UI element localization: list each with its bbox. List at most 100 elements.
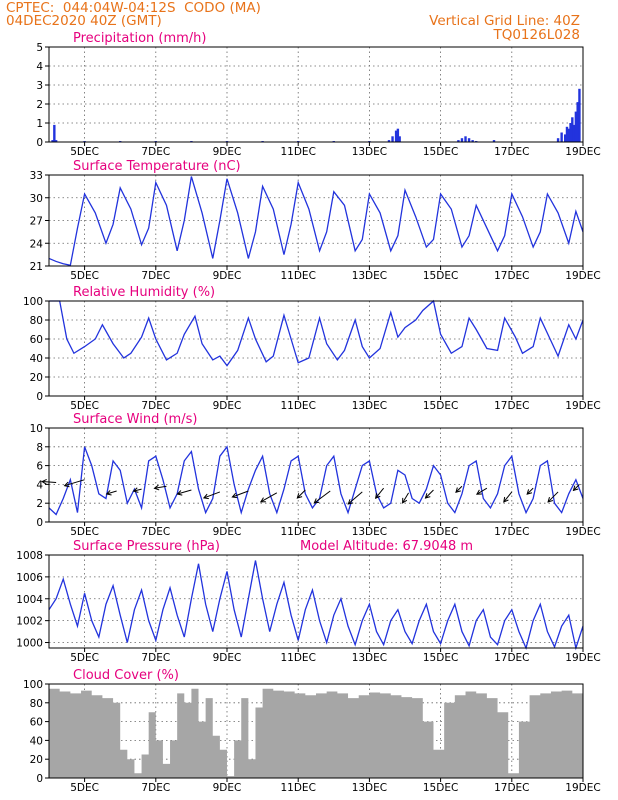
wind-arrow xyxy=(503,491,513,503)
y-tick-label: 0 xyxy=(36,391,43,403)
grid-line-label: Vertical Grid Line: 40Z xyxy=(429,13,580,29)
precip-bar xyxy=(457,140,460,142)
x-tick-label: 9DEC xyxy=(213,526,242,538)
y-tick-label: 24 xyxy=(30,238,44,250)
y-tick-label: 0 xyxy=(36,773,43,785)
precip-bar xyxy=(54,140,58,142)
x-tick-label: 13DEC xyxy=(352,270,387,282)
x-tick-label: 7DEC xyxy=(141,526,170,538)
precip-bar xyxy=(574,111,578,142)
y-tick-label: 100 xyxy=(23,296,43,308)
x-tick-label: 5DEC xyxy=(70,270,99,282)
x-tick-label: 5DEC xyxy=(70,400,99,412)
humidity-title: Relative Humidity (%) xyxy=(73,285,215,300)
model-altitude-label: Model Altitude: 67.9048 m xyxy=(300,539,473,554)
x-tick-label: 15DEC xyxy=(423,652,458,664)
precip-bar xyxy=(471,140,474,142)
precip-bar xyxy=(560,132,563,142)
x-tick-label: 19DEC xyxy=(565,400,600,412)
temperature-title: Surface Temperature (nC) xyxy=(73,159,241,174)
wind-panel: 0 2 4 6 8 10 5DEC 7DEC 9DEC 11DEC 13DEC 15DEC 17DEC 1… xyxy=(30,412,601,538)
x-tick-label: 17DEC xyxy=(494,782,529,794)
humidity-panel: 0 20 40 60 80 100 5DEC 7DEC 9DEC 11DEC 13DEC 15DEC 1… xyxy=(23,285,601,412)
x-tick-label: 19DEC xyxy=(565,652,600,664)
x-tick-label: 11DEC xyxy=(280,782,315,794)
x-tick-label: 11DEC xyxy=(280,652,315,664)
precip-bar xyxy=(464,136,467,142)
precip-bar xyxy=(396,128,400,142)
y-tick-label: 2 xyxy=(36,99,43,111)
x-tick-label: 17DEC xyxy=(494,652,529,664)
x-tick-label: 17DEC xyxy=(494,526,529,538)
y-tick-label: 1008 xyxy=(16,550,43,562)
wind-arrow xyxy=(231,490,249,499)
wind-arrow xyxy=(347,491,363,505)
x-tick-label: 15DEC xyxy=(423,782,458,794)
precip-bar xyxy=(492,140,496,142)
y-tick-label: 2 xyxy=(36,498,43,510)
pressure-series-line xyxy=(48,560,584,651)
wind-arrow xyxy=(132,487,142,493)
y-tick-label: 80 xyxy=(30,698,43,710)
y-tick-label: 30 xyxy=(30,193,43,205)
x-tick-label: 17DEC xyxy=(494,270,529,282)
y-tick-label: 20 xyxy=(30,754,43,766)
wind-arrow xyxy=(313,490,331,504)
precip-bar xyxy=(398,136,401,142)
precipitation-panel: 0 1 2 3 4 5 5DEC 7DEC 9DEC 11DEC 13DEC 15DEC 17DEC 19… xyxy=(36,31,600,158)
x-tick-label: 15DEC xyxy=(423,400,458,412)
y-tick-label: 5 xyxy=(36,42,43,54)
x-tick-label: 9DEC xyxy=(213,400,242,412)
y-tick-label: 0 xyxy=(36,517,43,529)
cloud-cover-panel: 0 20 40 60 80 100 5DEC 7DEC 9DEC 11DEC 13DEC 15DEC 1… xyxy=(23,668,601,794)
precip-bar xyxy=(51,140,54,142)
wind-series-line xyxy=(48,445,584,516)
x-tick-label: 5DEC xyxy=(70,652,99,664)
x-tick-label: 5DEC xyxy=(70,526,99,538)
x-tick-label: 13DEC xyxy=(352,652,387,664)
precip-bar xyxy=(576,102,579,142)
y-tick-label: 33 xyxy=(30,170,43,182)
x-tick-label: 9DEC xyxy=(213,652,242,664)
x-tick-label: 9DEC xyxy=(213,270,242,282)
x-tick-label: 13DEC xyxy=(352,146,387,158)
wind-arrow xyxy=(259,492,278,503)
y-tick-label: 100 xyxy=(23,679,43,691)
y-tick-label: 27 xyxy=(30,216,43,228)
precipitation-title: Precipitation (mm/h) xyxy=(73,31,206,46)
precip-bar xyxy=(571,117,574,142)
x-tick-label: 19DEC xyxy=(565,782,600,794)
y-tick-label: 1 xyxy=(36,118,43,130)
x-tick-label: 9DEC xyxy=(213,146,242,158)
y-tick-label: 60 xyxy=(30,334,43,346)
y-tick-label: 1002 xyxy=(16,616,43,628)
wind-arrow xyxy=(424,489,434,499)
plot-frame xyxy=(48,300,584,397)
y-tick-label: 1004 xyxy=(16,594,43,606)
temperature-series-line xyxy=(48,176,584,267)
x-tick-label: 17DEC xyxy=(494,146,529,158)
y-tick-label: 4 xyxy=(36,479,43,491)
wind-arrow xyxy=(374,487,385,499)
wind-title: Surface Wind (m/s) xyxy=(73,412,197,427)
wind-arrow xyxy=(202,491,221,500)
y-tick-label: 1000 xyxy=(16,638,43,650)
x-tick-label: 13DEC xyxy=(352,400,387,412)
y-tick-label: 8 xyxy=(36,442,43,454)
x-tick-label: 7DEC xyxy=(141,146,170,158)
wind-arrow xyxy=(572,484,580,492)
forecast-date: 04DEC2020 40Z (GMT) xyxy=(6,13,162,29)
x-tick-label: 11DEC xyxy=(280,526,315,538)
x-tick-label: 5DEC xyxy=(70,146,99,158)
x-tick-label: 15DEC xyxy=(423,146,458,158)
model-run-id: TQ0126L028 xyxy=(493,27,580,43)
wind-arrow xyxy=(455,485,463,494)
x-tick-label: 11DEC xyxy=(280,400,315,412)
y-tick-label: 1006 xyxy=(16,572,43,584)
y-tick-label: 40 xyxy=(30,353,43,365)
wind-arrow xyxy=(176,489,192,496)
x-tick-label: 19DEC xyxy=(565,146,600,158)
wind-arrow xyxy=(526,487,534,495)
precip-bar xyxy=(387,140,391,142)
cloud-cover-title: Cloud Cover (%) xyxy=(73,668,179,683)
